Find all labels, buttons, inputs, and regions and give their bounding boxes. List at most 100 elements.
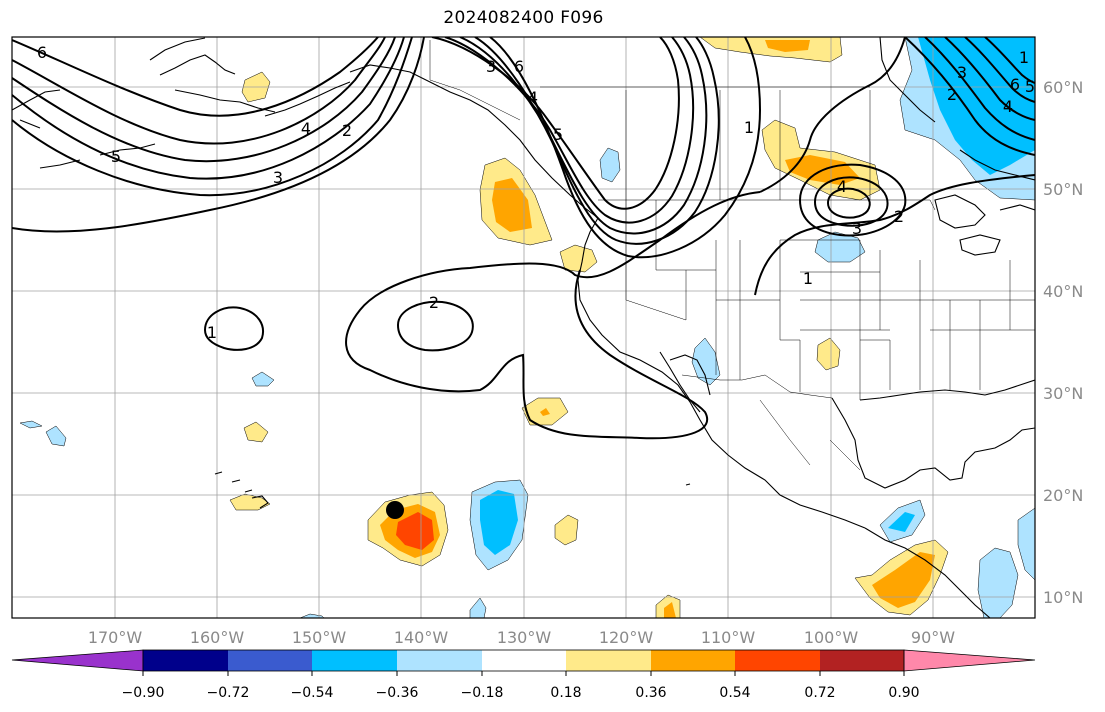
graticule: [12, 37, 1035, 618]
negative-region-south-a: [469, 597, 487, 618]
contour-label: 2: [342, 121, 352, 140]
border-alaska-canada: [429, 40, 521, 121]
positive-core-central-america: [872, 552, 935, 608]
contour-west-1: [203, 306, 264, 351]
positive-region-east-pacific-a: [554, 514, 579, 546]
colorbar-bin: [312, 650, 397, 671]
contour-ridge-6: [431, 37, 680, 210]
lat-label: 50°N: [1043, 180, 1083, 199]
contour-label: 1: [207, 323, 217, 342]
colorbar-tick-label: −0.90: [122, 685, 165, 701]
contour-label-group: 6 5 4 3 2 1 2 1 3 4 5 6 1 2 3 4 1 2 3 4 …: [37, 43, 1035, 342]
contour-label: 6: [1010, 75, 1020, 94]
lat-label: 30°N: [1043, 384, 1083, 403]
coastline-alaska-south: [349, 64, 599, 219]
contour-aleutian-3: [12, 37, 405, 180]
contour-label: 1: [803, 269, 813, 288]
colorbar-tick-label: 0.54: [719, 685, 750, 701]
colorbar-tick-label: −0.18: [461, 685, 504, 701]
colorbar-frame: [142, 649, 905, 672]
coastline-central-america: [864, 527, 991, 618]
border-us-canada: [598, 199, 936, 211]
border-states-west: [625, 200, 801, 392]
lon-label: 130°W: [497, 628, 552, 647]
colorbar-tick-label: 0.72: [804, 685, 835, 701]
border-states-central: [780, 239, 891, 400]
contour-label: 5: [553, 125, 563, 144]
border-canada-provinces: [540, 86, 871, 200]
contour-midwest-1: [759, 37, 906, 193]
contour-label: 6: [514, 57, 524, 76]
lon-label: 140°W: [394, 628, 449, 647]
border-states-east: [890, 260, 1035, 390]
colorbar: −0.90 −0.72 −0.54 −0.36 −0.18 0.18 0.36 …: [11, 649, 1036, 701]
positive-core-east-pacific-b: [664, 602, 676, 618]
negative-region-bc: [599, 147, 621, 183]
colorbar-bin: [735, 650, 820, 671]
negative-core-gulf-of-tehuantepec: [888, 512, 915, 532]
contour-label: 2: [894, 207, 904, 226]
colorbar-tick-label: −0.36: [376, 685, 419, 701]
coastline-island-guadalupe: [685, 483, 691, 486]
contour-low-ring-3: [826, 187, 871, 219]
coastline-gulf-of-mexico: [831, 397, 1035, 489]
contour-ne-4: [944, 37, 1035, 121]
contour-midwest-2: [754, 174, 1035, 296]
positive-core-gulf-of-alaska: [492, 178, 532, 232]
positive-region-hawaii-north: [243, 421, 269, 443]
coastline-bering: [12, 89, 61, 129]
lon-label: 100°W: [804, 628, 859, 647]
border-us-mexico: [681, 374, 833, 399]
colorbar-tick-labels: −0.90 −0.72 −0.54 −0.36 −0.18 0.18 0.36 …: [122, 685, 920, 701]
colorbar-bin: [651, 650, 735, 671]
negative-region-central-pacific: [251, 371, 275, 387]
colorbar-tick-label: −0.72: [207, 685, 250, 701]
lon-label: 120°W: [599, 628, 654, 647]
colorbar-tick-label: 0.90: [888, 685, 919, 701]
contour-ne-2: [904, 37, 1035, 156]
colorbar-bin: [397, 650, 482, 671]
contour-west-coast-1: [345, 191, 761, 440]
plot-frame: [11, 36, 1036, 619]
coastline-hawaii: [214, 471, 269, 509]
contour-label: 1: [744, 118, 754, 137]
lon-label: 110°W: [701, 628, 756, 647]
contour-low-ring-1: [798, 163, 907, 237]
contour-label: 3: [486, 57, 496, 76]
storm-position-marker: [386, 501, 404, 519]
political-borders: [429, 40, 1035, 471]
lon-label: 150°W: [292, 628, 347, 647]
contour-ne-5: [964, 37, 1035, 103]
colorbar-tick-label: 0.18: [550, 685, 581, 701]
contour-label: 4: [837, 177, 847, 196]
colorbar-tick-label: −0.54: [291, 685, 334, 701]
contour-ridge-2: [489, 37, 762, 259]
colorbar-bin: [228, 650, 312, 671]
contour-aleutian-4: [12, 37, 396, 163]
contour-label: 5: [111, 147, 121, 166]
negative-region-south-b: [299, 613, 325, 618]
positive-region-pacific-nw: [559, 244, 598, 273]
coastline-great-lakes: [934, 194, 1035, 256]
contour-aleutian-1: [12, 37, 425, 233]
positive-core-subtropical: [540, 408, 550, 416]
colorbar-extend-right: [903, 649, 1036, 672]
positive-core-canada-north: [765, 40, 810, 52]
coastlines: [12, 37, 1035, 618]
contour-label: 5: [1025, 77, 1035, 96]
contour-label: 4: [301, 119, 311, 138]
colorbar-tick-label: 0.36: [635, 685, 666, 701]
contour-label: 3: [273, 168, 283, 187]
contour-label: 4: [528, 88, 538, 107]
contour-ridge-3: [474, 37, 720, 245]
latitude-labels: 60°N 50°N 40°N 30°N 20°N 10°N: [1043, 78, 1083, 607]
contour-low-ring-2: [813, 176, 889, 227]
colorbar-bin: [820, 650, 904, 671]
colorbar-bin: [566, 650, 651, 671]
negative-core-northeast: [918, 37, 1035, 175]
coastline-gulf-north: [859, 379, 1035, 401]
longitude-labels: 170°W 160°W 150°W 140°W 130°W 120°W 110°…: [88, 628, 955, 647]
positive-region-texas: [816, 337, 841, 371]
contour-label: 2: [429, 293, 439, 312]
